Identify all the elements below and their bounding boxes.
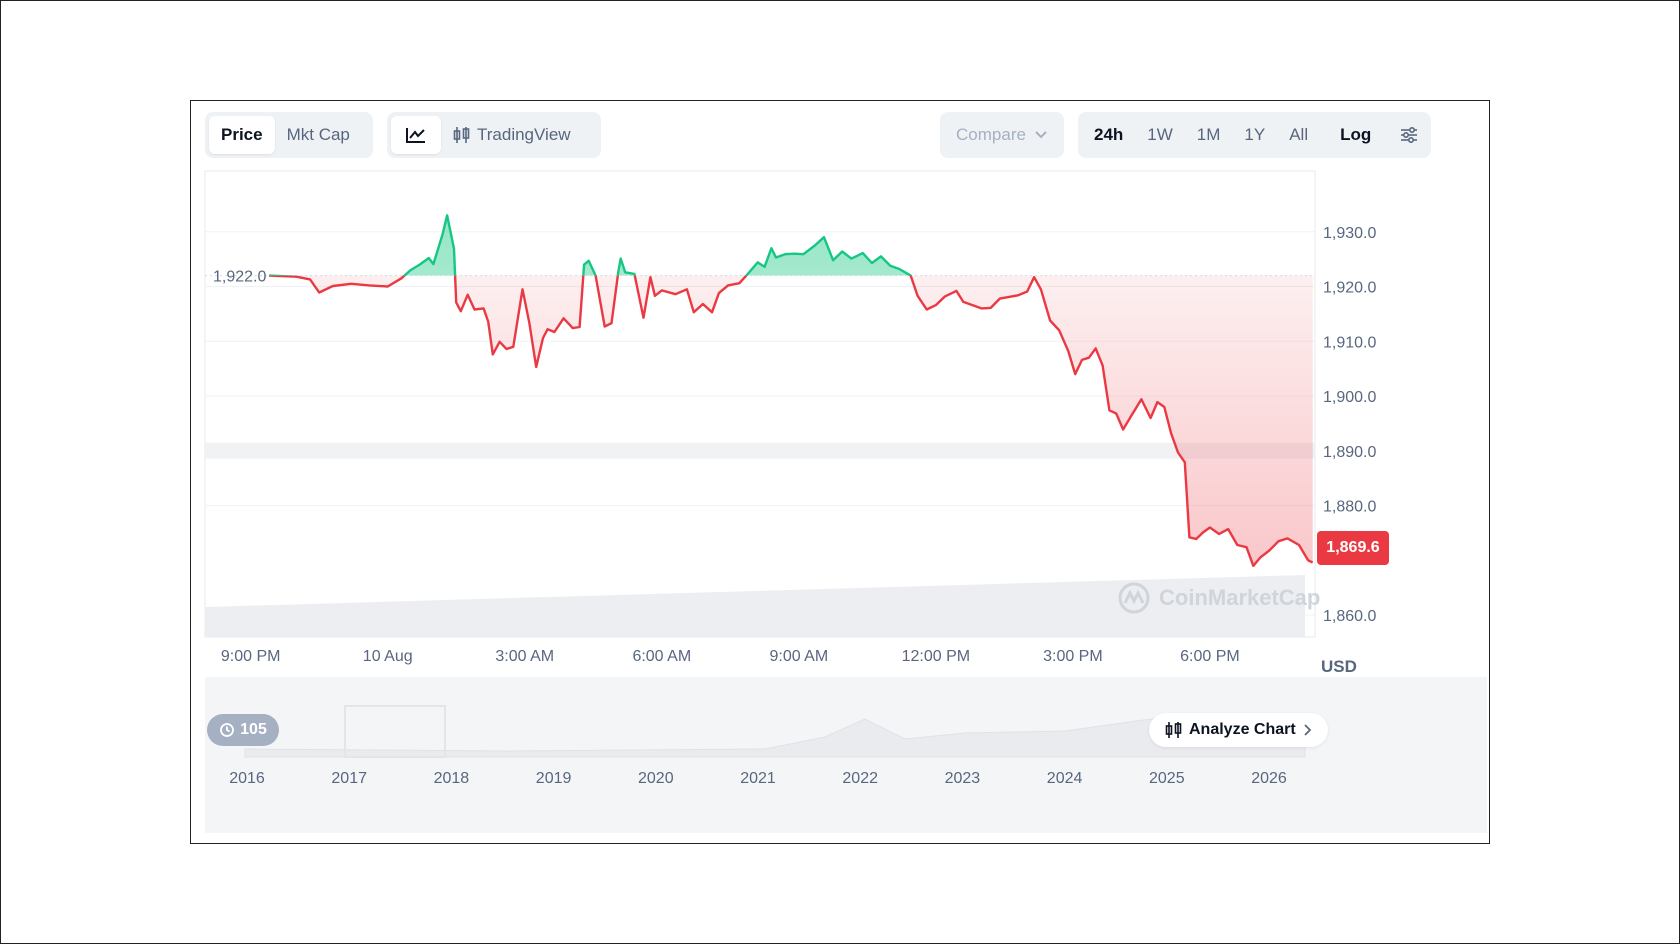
candlestick-icon — [453, 127, 470, 143]
history-badge[interactable]: 105 — [207, 714, 279, 746]
tab-price[interactable]: Price — [209, 116, 275, 154]
chart-type-toggle: TradingView — [387, 112, 601, 158]
watermark-text: CoinMarketCap — [1159, 585, 1321, 610]
price-chart[interactable]: 1,930.0 1,920.0 1,910.0 1,900.0 1,890.0 1,880… — [191, 101, 1489, 843]
x-tick-label: 3:00 AM — [495, 648, 554, 665]
chevron-down-icon — [1035, 131, 1047, 139]
area-above-baseline — [269, 215, 1313, 276]
chart-settings-button[interactable] — [1391, 116, 1427, 154]
tradingview-label: TradingView — [477, 125, 571, 144]
current-price-tag: 1,869.6 — [1317, 531, 1389, 565]
candlestick-icon — [1165, 722, 1182, 738]
range-1m[interactable]: 1M — [1196, 125, 1221, 144]
navigator-area — [244, 716, 1306, 758]
history-icon — [220, 723, 235, 737]
navigator-year-label: 2021 — [740, 770, 776, 787]
y-tick-label: 1,900.0 — [1323, 389, 1376, 406]
x-tick-label: 6:00 AM — [632, 648, 691, 665]
navigator-year-label: 2024 — [1047, 770, 1083, 787]
line-chart-button[interactable] — [391, 116, 441, 154]
currency-label: USD — [1321, 657, 1357, 676]
analyze-chart-label: Analyze Chart — [1189, 721, 1296, 738]
series-line-down — [268, 275, 1314, 567]
metric-toggle: Price Mkt Cap — [205, 112, 373, 158]
area-below-baseline — [269, 275, 1313, 566]
y-tick-label: 1,930.0 — [1323, 225, 1376, 242]
navigator-year-label: 2016 — [229, 770, 265, 787]
chevron-right-icon — [1304, 724, 1311, 736]
navigator-year-label: 2018 — [434, 770, 470, 787]
navigator-year-label: 2023 — [945, 770, 981, 787]
navigator-year-label: 2017 — [331, 770, 367, 787]
x-tick-label: 10 Aug — [363, 648, 413, 665]
navigator-year-label: 2025 — [1149, 770, 1185, 787]
navigator-year-label: 2026 — [1251, 770, 1287, 787]
navigator-year-label: 2020 — [638, 770, 674, 787]
y-tick-label: 1,880.0 — [1323, 499, 1376, 516]
tradingview-button[interactable]: TradingView — [441, 116, 583, 154]
x-tick-label: 6:00 PM — [1180, 648, 1240, 665]
volume-area — [205, 575, 1305, 637]
price-chart-card: Price Mkt Cap TradingView Comp — [190, 100, 1490, 844]
navigator-year-label: 2019 — [536, 770, 572, 787]
range-1w[interactable]: 1W — [1147, 125, 1173, 144]
y-tick-label: 1,920.0 — [1323, 280, 1376, 297]
x-tick-label: 3:00 PM — [1043, 648, 1103, 665]
compare-label: Compare — [956, 125, 1026, 144]
watermark: CoinMarketCap — [1117, 581, 1320, 615]
y-tick-label: 1,860.0 — [1323, 608, 1376, 625]
analyze-chart-button[interactable]: Analyze Chart — [1149, 713, 1328, 747]
range-24h[interactable]: 24h — [1094, 125, 1124, 144]
y-tick-label: 1,890.0 — [1323, 444, 1376, 461]
line-chart-icon — [406, 128, 425, 143]
range-all[interactable]: All — [1289, 125, 1309, 144]
coinmarketcap-logo-icon — [1118, 582, 1150, 614]
navigator-year-label: 2022 — [842, 770, 878, 787]
x-tick-label: 12:00 PM — [902, 648, 970, 665]
series-line-up — [269, 214, 912, 276]
log-toggle[interactable]: Log — [1340, 125, 1372, 144]
sliders-icon — [1401, 126, 1418, 144]
compare-dropdown[interactable]: Compare — [940, 112, 1064, 158]
baseline-label: 1,922.0 — [213, 269, 266, 286]
range-selector: 24h 1W 1M 1Y All Log — [1078, 112, 1431, 158]
range-1y[interactable]: 1Y — [1244, 125, 1266, 144]
x-tick-label: 9:00 PM — [221, 648, 281, 665]
history-count: 105 — [240, 721, 267, 738]
y-tick-label: 1,910.0 — [1323, 334, 1376, 351]
navigator-window — [344, 705, 446, 758]
x-tick-label: 9:00 AM — [769, 648, 828, 665]
chart-toolbar: Price Mkt Cap TradingView Comp — [205, 112, 1477, 158]
tab-mkt-cap[interactable]: Mkt Cap — [286, 125, 350, 144]
